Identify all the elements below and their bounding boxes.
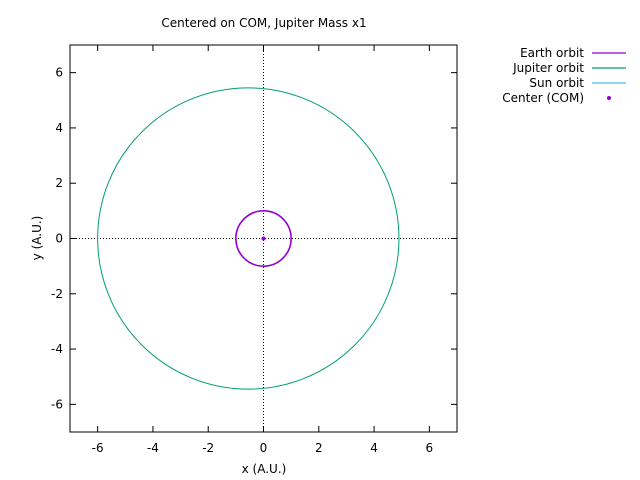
center-com-point (261, 236, 266, 241)
y-tick-label: 4 (55, 121, 63, 135)
series-layer (97, 87, 400, 390)
x-tick-label: 0 (260, 441, 268, 455)
y-tick-label: 0 (55, 232, 63, 246)
y-tick-label: 6 (55, 66, 63, 80)
x-tick-label: 6 (426, 441, 434, 455)
x-tick-label: 4 (370, 441, 378, 455)
x-tick-label: -4 (147, 441, 159, 455)
y-tick-label: -4 (51, 342, 63, 356)
legend-label-sun-orbit: Sun orbit (529, 76, 584, 90)
x-tick-label: -6 (92, 441, 104, 455)
x-tick-label: 2 (315, 441, 323, 455)
x-axis-label: x (A.U.) (242, 462, 287, 476)
y-tick-label: -6 (51, 397, 63, 411)
legend-label-jupiter-orbit: Jupiter orbit (512, 61, 584, 75)
legend-swatch-center-com (607, 96, 611, 100)
x-tick-label: -2 (202, 441, 214, 455)
y-axis-label: y (A.U.) (30, 216, 44, 261)
legend-label-center-com: Center (COM) (502, 91, 584, 105)
y-tick-label: -2 (51, 287, 63, 301)
ticks: -6 -4 -2 0 2 4 6 -6 -4 -2 0 2 4 6 (51, 45, 457, 455)
earth-orbit-line (235, 210, 292, 267)
chart-title: Centered on COM, Jupiter Mass x1 (161, 16, 366, 30)
y-tick-label: 2 (55, 176, 63, 190)
jupiter-orbit-line (97, 87, 400, 390)
legend-label-earth-orbit: Earth orbit (520, 46, 584, 60)
